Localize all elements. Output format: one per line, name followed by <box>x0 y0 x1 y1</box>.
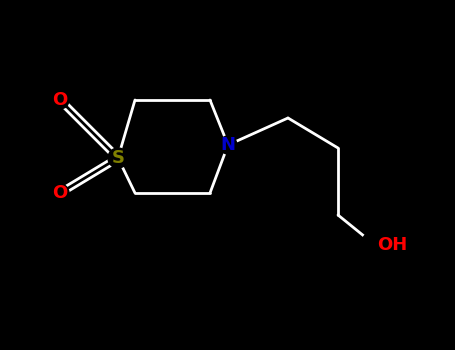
Text: S: S <box>111 149 125 167</box>
Text: N: N <box>221 136 236 154</box>
Text: O: O <box>52 184 68 202</box>
Circle shape <box>219 136 237 154</box>
Circle shape <box>51 184 69 202</box>
Circle shape <box>361 231 389 259</box>
Text: O: O <box>52 91 68 109</box>
Circle shape <box>108 148 128 168</box>
Circle shape <box>51 91 69 109</box>
Text: OH: OH <box>378 236 408 254</box>
